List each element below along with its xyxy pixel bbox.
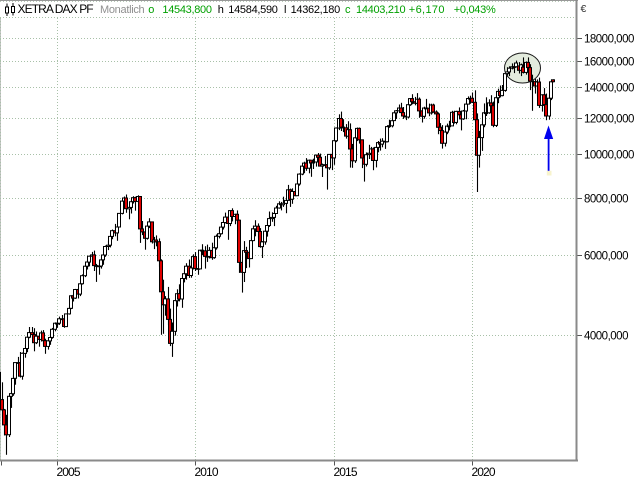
svg-text:14000,000: 14000,000 bbox=[584, 82, 634, 94]
svg-text:6000,000: 6000,000 bbox=[584, 250, 628, 262]
svg-text:2010: 2010 bbox=[195, 465, 219, 479]
svg-text:14403,210: 14403,210 bbox=[356, 4, 405, 16]
svg-text:12000,000: 12000,000 bbox=[584, 113, 634, 125]
svg-text:10000,000: 10000,000 bbox=[584, 149, 634, 161]
svg-text:Monatlich: Monatlich bbox=[100, 4, 145, 16]
svg-text:14362,180: 14362,180 bbox=[291, 4, 340, 16]
svg-text:l: l bbox=[284, 4, 286, 16]
svg-text:c: c bbox=[345, 4, 351, 16]
svg-text:14543,800: 14543,800 bbox=[162, 4, 211, 16]
svg-text:€: € bbox=[581, 3, 587, 15]
svg-text:2005: 2005 bbox=[57, 465, 81, 479]
svg-text:18000,000: 18000,000 bbox=[584, 33, 634, 45]
svg-text:+0,043%: +0,043% bbox=[454, 4, 496, 16]
svg-text:16000,000: 16000,000 bbox=[584, 56, 634, 68]
svg-text:2020: 2020 bbox=[472, 465, 496, 479]
svg-text:o: o bbox=[148, 4, 154, 16]
svg-text:4000,000: 4000,000 bbox=[584, 330, 628, 342]
svg-text:+6,170: +6,170 bbox=[409, 4, 445, 16]
svg-text:XETRA DAX PF: XETRA DAX PF bbox=[18, 2, 94, 16]
svg-text:14584,590: 14584,590 bbox=[228, 4, 277, 16]
svg-text:2015: 2015 bbox=[334, 465, 358, 479]
svg-text:8000,000: 8000,000 bbox=[584, 193, 628, 205]
svg-text:h: h bbox=[218, 4, 224, 16]
